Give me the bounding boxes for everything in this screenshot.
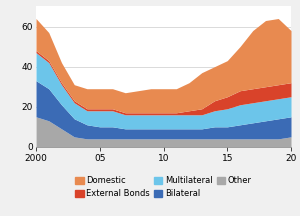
Legend: Domestic, External Bonds, Multilateral, Bilateral, Other: Domestic, External Bonds, Multilateral, … bbox=[75, 176, 252, 199]
